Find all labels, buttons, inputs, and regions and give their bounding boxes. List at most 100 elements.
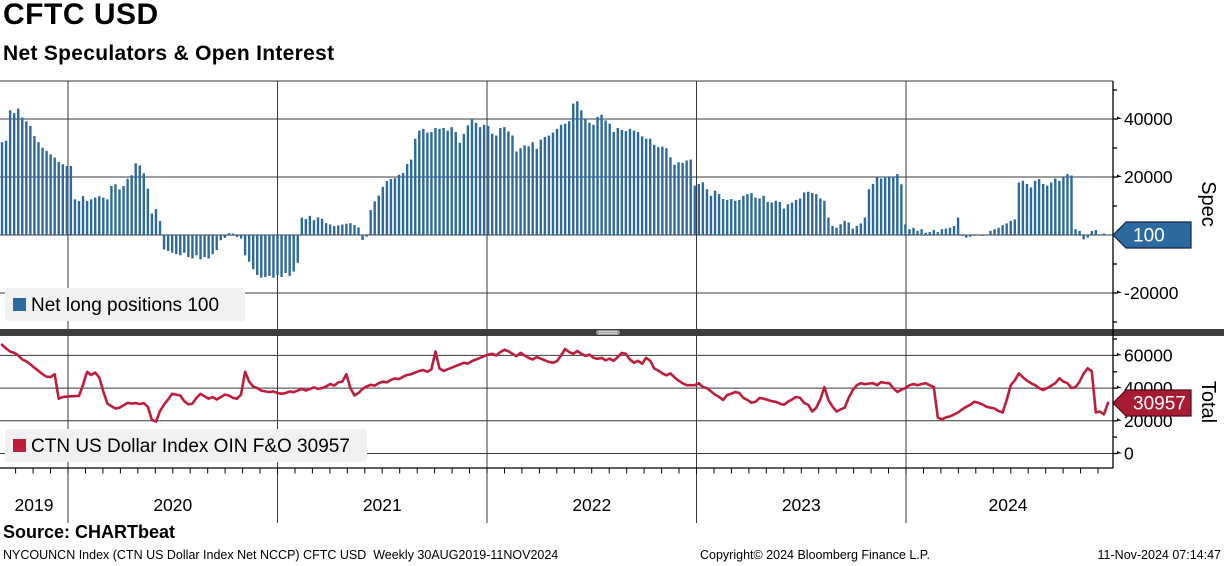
spec-bar — [365, 235, 368, 237]
total-axis-label: 0 — [1124, 444, 1134, 464]
spec-bar — [790, 202, 794, 235]
spec-bar — [644, 138, 648, 235]
spec-bar — [697, 183, 701, 235]
spec-bar — [705, 189, 709, 235]
spec-bar — [12, 113, 16, 235]
spec-bar — [381, 186, 385, 235]
spec-bar — [1106, 234, 1110, 236]
spec-bar — [349, 223, 352, 235]
spec-axis-label: 20000 — [1124, 167, 1173, 187]
spec-bar — [1090, 230, 1093, 235]
spec-bar — [17, 108, 20, 235]
spec-bar — [284, 235, 287, 273]
spec-bar — [616, 127, 619, 235]
spec-bar — [725, 199, 729, 235]
spec-bar — [247, 235, 251, 262]
spec-bar — [551, 132, 555, 235]
spec-bar — [150, 213, 154, 235]
spec-bar — [195, 235, 198, 256]
spec-bar — [811, 192, 814, 235]
legend-swatch — [13, 439, 26, 452]
splitter-handle[interactable] — [596, 330, 620, 335]
spec-bar — [928, 232, 931, 235]
copyright-notice: Copyright© 2024 Bloomberg Finance L.P. — [700, 548, 930, 562]
spec-bar — [786, 204, 790, 235]
spec-bar — [701, 182, 705, 235]
spec-bar — [158, 221, 162, 235]
spec-bar — [624, 131, 628, 235]
spec-bar — [138, 165, 141, 235]
spec-bar — [900, 184, 903, 235]
spec-bar — [276, 235, 279, 276]
spec-bar — [835, 227, 838, 235]
spec-bar — [973, 235, 976, 236]
spec-bar — [539, 139, 543, 235]
spec-bar — [61, 164, 64, 235]
spec-bar — [576, 101, 579, 235]
spec-bar — [478, 127, 482, 235]
spec-bar — [134, 163, 137, 235]
spec-bar — [268, 235, 271, 276]
spec-bar — [1017, 182, 1021, 235]
spec-bar — [636, 132, 640, 235]
spec-bar — [397, 174, 401, 235]
spec-bar — [25, 121, 28, 235]
spec-bar — [944, 228, 948, 235]
spec-bar — [1094, 230, 1098, 235]
spec-bar — [612, 132, 615, 235]
legend-open-interest[interactable]: CTN US Dollar Index OIN F&O 30957 — [5, 429, 367, 462]
spec-bar — [908, 229, 911, 235]
spec-bar — [1070, 175, 1073, 235]
spec-bar — [114, 184, 117, 235]
spec-bar — [219, 235, 222, 241]
spec-bar — [661, 146, 664, 235]
spec-bar — [81, 196, 85, 235]
spec-bar — [1033, 180, 1037, 235]
spec-bar — [29, 125, 32, 235]
spec-bar — [503, 127, 506, 235]
spec-bar — [867, 189, 871, 235]
spec-bar — [567, 121, 571, 235]
spec-bar — [665, 148, 668, 235]
spec-bar — [308, 215, 312, 235]
spec-bar — [37, 142, 40, 235]
spec-bar — [993, 229, 996, 235]
spec-bar — [215, 235, 218, 251]
spec-bar — [33, 136, 36, 235]
spec-bar — [491, 133, 494, 235]
spec-bar — [806, 191, 810, 235]
spec-bar — [969, 235, 972, 237]
spec-bar — [191, 235, 194, 259]
spec-bar — [628, 128, 632, 235]
spec-bar — [296, 235, 299, 263]
spec-bar — [304, 219, 308, 235]
spec-bar — [831, 226, 834, 235]
spec-bar — [106, 199, 109, 235]
spec-bar — [746, 194, 749, 235]
spec-bar — [300, 217, 304, 235]
spec-bar — [328, 224, 332, 235]
spec-bar — [940, 229, 944, 235]
spec-bar — [956, 217, 960, 235]
spec-bar — [883, 176, 887, 235]
spec-bar — [183, 235, 186, 253]
spec-bar — [653, 144, 656, 235]
spec-bar — [466, 125, 470, 235]
spec-bar — [689, 159, 692, 235]
spec-bar — [721, 199, 725, 235]
spec-bar — [126, 178, 129, 235]
spec-bar — [122, 185, 125, 235]
spec-bar — [547, 135, 551, 235]
spec-bar — [256, 235, 259, 276]
spec-bar — [8, 110, 12, 235]
legend-net-long-positions[interactable]: Net long positions 100 — [5, 288, 245, 321]
spec-bar — [162, 235, 166, 250]
spec-bar — [932, 230, 935, 235]
spec-bar — [434, 127, 437, 235]
total-axis-label: 60000 — [1124, 345, 1173, 365]
spec-bar — [345, 223, 348, 235]
spec-bar — [511, 135, 514, 235]
spec-bar — [802, 192, 806, 235]
spec-bar — [531, 142, 534, 235]
